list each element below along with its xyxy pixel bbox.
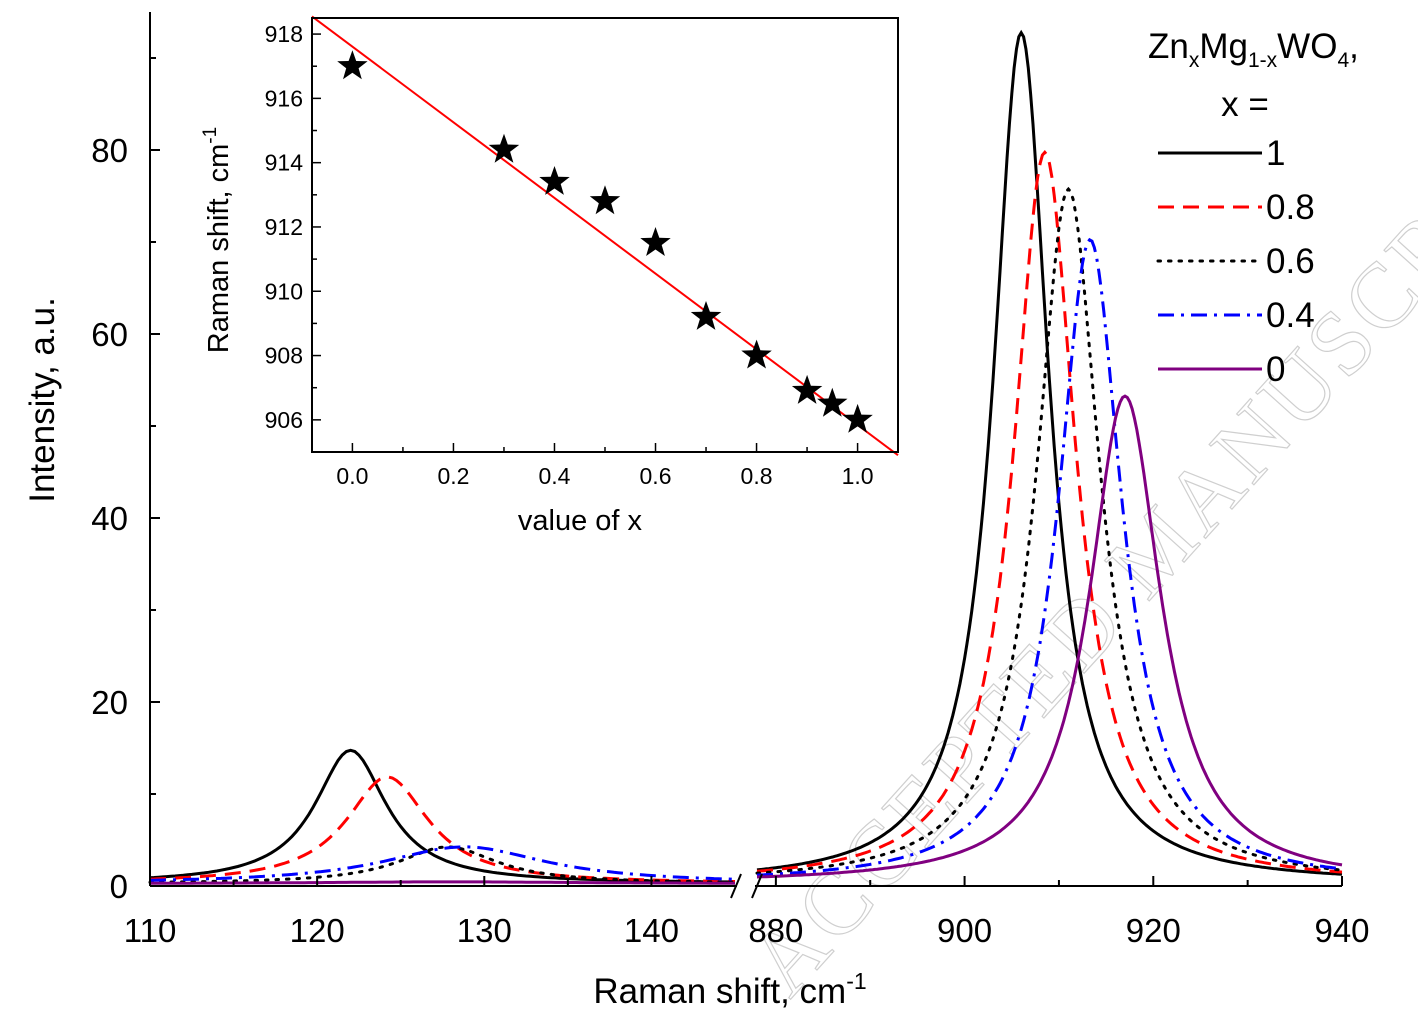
- spectrum-high-3: [756, 237, 1343, 877]
- legend-label-4: 0: [1266, 350, 1285, 389]
- spectrum-low-2: [148, 845, 737, 884]
- inset-x-tick-label: 0.8: [741, 463, 773, 489]
- legend-label-2: 0.6: [1266, 242, 1315, 281]
- legend-title-formula: ZnxMg1-xWO4,: [1148, 27, 1359, 72]
- inset-y-axis-title: Raman shift, cm-1: [200, 127, 235, 353]
- data-point-star: [337, 50, 368, 80]
- data-point-star: [842, 403, 873, 433]
- inset-y-tick-label: 914: [265, 150, 304, 176]
- spectrum-low-0: [149, 748, 735, 884]
- y-tick-label: 20: [91, 684, 128, 721]
- inset-x-tick-label: 1.0: [842, 463, 874, 489]
- legend-title-part: 4: [1337, 49, 1349, 72]
- inset-y-tick-label: 906: [265, 407, 303, 433]
- inset-x-axis-title: value of x: [518, 505, 643, 537]
- data-point-star: [589, 185, 621, 215]
- legend-label-3: 0.4: [1266, 296, 1315, 335]
- legend-title-part: 1-x: [1248, 49, 1278, 72]
- spectrum-high-2: [755, 186, 1344, 875]
- inset-y-tick-label: 912: [265, 214, 303, 240]
- spectrum-high-0: [756, 29, 1343, 876]
- x-tick-label: 880: [748, 912, 803, 949]
- spectrum-high-1: [756, 149, 1343, 874]
- axis-break-mark: [730, 873, 742, 899]
- x-tick-label: 900: [937, 912, 992, 949]
- inset-y-axis-title-superscript: -1: [200, 127, 221, 144]
- data-point-star: [488, 133, 520, 163]
- data-point-star: [791, 374, 823, 404]
- data-point-star: [539, 166, 570, 195]
- x-tick-label: 940: [1314, 912, 1369, 949]
- legend-title-part: x: [1189, 49, 1200, 72]
- y-tick-label: 60: [91, 316, 128, 353]
- y-tick-label: 0: [110, 868, 128, 905]
- y-tick-label: 40: [91, 500, 128, 537]
- inset-y-tick-label: 916: [265, 85, 303, 111]
- x-tick-label: 920: [1126, 912, 1181, 949]
- inset-y-tick-label: 908: [265, 343, 303, 369]
- spectrum-low-4: [150, 880, 735, 885]
- legend-title-x: x =: [1221, 85, 1269, 124]
- legend-label-1: 0.8: [1266, 188, 1315, 227]
- inset-y-tick-label: 910: [265, 278, 303, 304]
- spectrum-low-3: [149, 845, 736, 882]
- legend-label-0: 1: [1266, 134, 1285, 173]
- legend-title-part: ,: [1349, 27, 1359, 66]
- legend: ZnxMg1-xWO4, x = 1 0.8 0.6 0.4 0: [1148, 27, 1359, 389]
- x-tick-label: 120: [290, 912, 345, 949]
- y-tick-label: 80: [91, 132, 128, 169]
- fit-line: [311, 15, 899, 457]
- data-point-star: [640, 227, 671, 256]
- x-tick-label: 130: [457, 912, 512, 949]
- x-tick-label: 140: [624, 912, 679, 949]
- spectra-curves: [148, 29, 1344, 885]
- legend-title-part: WO: [1277, 27, 1337, 66]
- data-point-star: [690, 301, 722, 330]
- inset-x-tick-label: 0.0: [336, 463, 368, 489]
- inset-axes: 906 908 910 912 914 916 918 0.0 0.2 0.4 0.6 0.8 1.0: [265, 17, 899, 489]
- data-point-star: [817, 387, 848, 417]
- data-point-star: [741, 339, 772, 369]
- y-axis-title: Intensity, a.u.: [23, 297, 62, 503]
- inset-x-tick-label: 0.6: [640, 463, 672, 489]
- x-tick-label: 110: [124, 912, 177, 949]
- x-axis-title: Raman shift, cm-1: [593, 968, 866, 1011]
- inset-x-tick-label: 0.2: [437, 463, 469, 489]
- spectrum-high-4: [756, 394, 1343, 879]
- inset-y-tick-label: 918: [265, 21, 303, 47]
- inset-content: [311, 15, 899, 457]
- inset-x-tick-label: 0.4: [538, 463, 570, 489]
- axis-break-mark: [751, 873, 763, 899]
- legend-title-part: Mg: [1199, 27, 1248, 66]
- x-axis-title-superscript: -1: [846, 968, 866, 994]
- legend-title-part: Zn: [1148, 27, 1189, 66]
